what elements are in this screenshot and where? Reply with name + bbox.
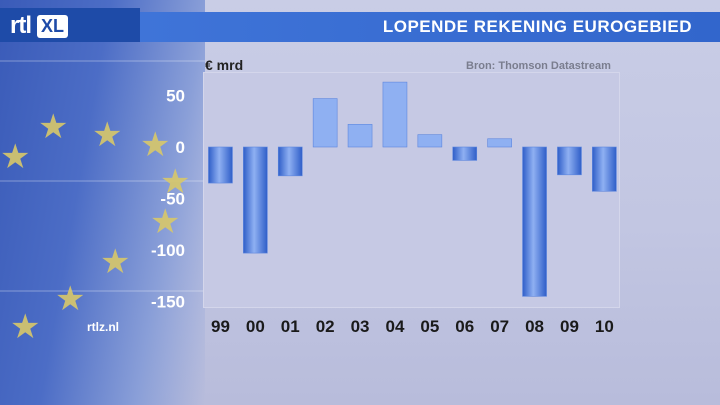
star-icon: ★ <box>100 243 131 281</box>
bar-07 <box>487 138 512 148</box>
star-icon: ★ <box>0 138 31 176</box>
bar-10 <box>592 146 617 192</box>
y-unit-label: € mrd <box>205 57 244 73</box>
bars-group <box>208 81 617 297</box>
channel-logo: rtl XL <box>10 12 69 40</box>
bar-04 <box>382 81 408 148</box>
star-icon: ★ <box>55 280 86 318</box>
bar-01 <box>277 146 303 177</box>
flag-fold <box>0 180 205 182</box>
x-tick-label: 04 <box>385 317 404 336</box>
logo-box-text: XL <box>37 14 69 38</box>
bar-06 <box>452 146 478 161</box>
star-icon: ★ <box>92 116 123 154</box>
star-icon: ★ <box>150 203 181 241</box>
chart-title: LOPENDE REKENING EUROGEBIED <box>382 17 692 36</box>
x-tick-label: 07 <box>490 317 509 336</box>
star-icon: ★ <box>10 308 41 346</box>
star-icon: ★ <box>38 108 69 146</box>
plot-area <box>203 72 620 308</box>
x-tick-label: 01 <box>281 317 300 336</box>
y-tick-label: 50 <box>166 87 185 106</box>
bar-05 <box>417 134 443 148</box>
x-tick-label: 08 <box>525 317 544 336</box>
logo-bar <box>0 8 140 42</box>
site-url: rtlz.nl <box>87 320 119 334</box>
bar-03 <box>347 124 373 148</box>
bar-02 <box>312 98 338 148</box>
y-tick-label: -150 <box>151 293 185 312</box>
x-tick-label: 06 <box>455 317 474 336</box>
eu-flag-backdrop: ★ ★ ★ ★ ★ ★ ★ ★ ★ <box>0 0 205 405</box>
y-tick-label: 0 <box>176 138 185 157</box>
bar-08 <box>522 146 547 297</box>
logo-text: rtl <box>10 12 32 39</box>
x-tick-label: 10 <box>595 317 614 336</box>
bar-09 <box>557 146 582 176</box>
x-tick-label: 00 <box>246 317 265 336</box>
star-icon: ★ <box>160 163 191 201</box>
bar-99 <box>208 146 233 184</box>
x-tick-label: 05 <box>420 317 439 336</box>
x-axis-ticks: 99 00 01 02 03 04 05 06 07 08 09 10 <box>211 317 614 336</box>
star-icon: ★ <box>140 126 171 164</box>
flag-fold <box>0 290 205 292</box>
flag-fold <box>0 60 205 62</box>
y-axis-ticks: 50 0 -50 -100 -150 <box>151 87 185 312</box>
x-tick-label: 03 <box>351 317 370 336</box>
title-bar: LOPENDE REKENING EUROGEBIED <box>140 12 720 42</box>
bar-00 <box>243 146 268 254</box>
x-tick-label: 99 <box>211 317 230 336</box>
source-label: Bron: Thomson Datastream <box>466 60 611 72</box>
x-tick-label: 09 <box>560 317 579 336</box>
y-tick-label: -100 <box>151 241 185 260</box>
x-tick-label: 02 <box>316 317 335 336</box>
y-tick-label: -50 <box>160 190 185 209</box>
